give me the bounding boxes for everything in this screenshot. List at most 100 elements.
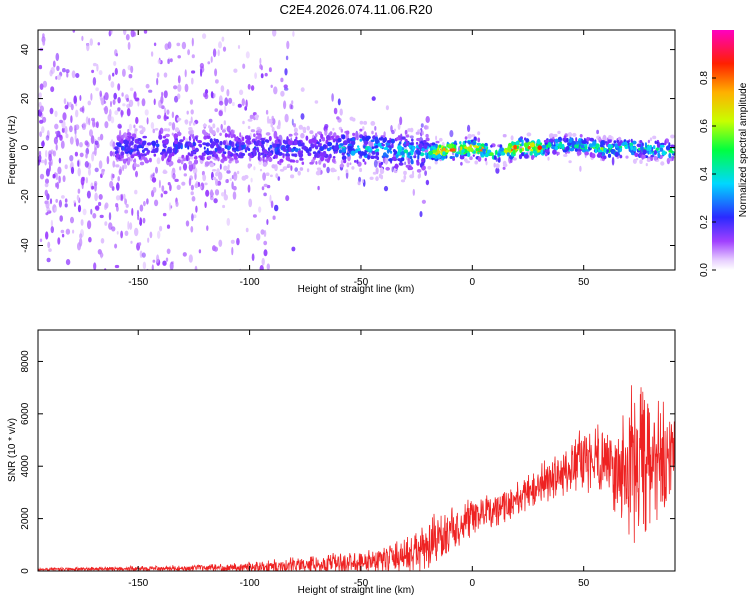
spectrogram-cell [410, 159, 414, 165]
spectrogram-cell [229, 3, 232, 9]
spectrogram-cell [153, 153, 157, 157]
spectrogram-cell [574, 144, 578, 149]
spectrogram-cell [81, 35, 84, 42]
spectrogram-cell [177, 84, 182, 92]
spectrogram-cell [142, 135, 147, 139]
spectrogram-cell [594, 148, 598, 154]
spectrogram-cell [339, 143, 344, 146]
spectrogram-cell [473, 144, 478, 148]
spectrogram-cell [133, 124, 136, 129]
spectrogram-cell [431, 153, 436, 159]
spectrogram-cell [265, 172, 270, 176]
spectrogram-cell [650, 154, 654, 158]
spectrogram-cell [205, 150, 211, 156]
spectrogram-cell [247, 83, 251, 90]
spectrogram-cell [218, 279, 220, 283]
spectrogram-cell [161, 185, 165, 192]
spectrogram-cell [554, 146, 558, 151]
spectrogram-cell [375, 148, 380, 152]
spectrogram-cell [176, 117, 182, 121]
spectrogram-cell [639, 159, 643, 164]
spectrogram-cell [256, 146, 259, 152]
spectrogram-cell [241, 136, 245, 141]
spectrogram-cell [253, 166, 256, 171]
spectrogram-cell [250, 85, 255, 91]
spectrogram-cell [418, 172, 421, 179]
spectrogram-cell [41, 126, 45, 134]
spectrogram-cell [207, 155, 212, 159]
spectrogram-cell [155, 139, 159, 144]
spectrogram-cell [374, 132, 378, 137]
spectrogram-cell [484, 145, 487, 149]
spectrogram-cell [164, 151, 168, 157]
snr-y-tick-label: 2000 [20, 507, 31, 530]
spectrogram-cell [174, 178, 179, 182]
spectrogram-cell [52, 173, 56, 179]
spectrogram-cell [582, 139, 587, 145]
spectrogram-cell [63, 98, 67, 105]
spectrogram-cell [349, 116, 354, 121]
spectrogram-cell [314, 100, 319, 104]
spectrogram-cell [308, 139, 313, 144]
spectrogram-cell [293, 127, 298, 133]
spectrogram-cell [407, 152, 411, 156]
spectrogram-cell [204, 182, 208, 186]
spectrogram-cell [576, 150, 582, 156]
spectrogram-cell [380, 136, 383, 140]
spectrogram-cell [63, 319, 67, 325]
spectrogram-cell [221, 148, 225, 152]
spectrogram-cell [418, 143, 423, 149]
spectrogram-cell [614, 151, 619, 157]
spectrogram-cell [247, 163, 251, 169]
spectrogram-cell [252, 149, 257, 154]
spectrogram-cell [278, 18, 282, 23]
spectrogram-cell [558, 139, 562, 143]
spectrogram-cell [403, 170, 407, 176]
spectrogram-cell [366, 135, 371, 140]
spectrogram-cell [130, 240, 133, 244]
spectrogram-cell [261, 0, 265, 3]
spectrogram-cell [475, 148, 481, 152]
spectrogram-cell [292, 30, 295, 37]
spectrogram-cell [116, 16, 118, 21]
spectrogram-cell [122, 146, 125, 151]
spectrogram-cell [596, 129, 599, 135]
spectrogram-cell [279, 158, 284, 163]
spectrogram-cell [282, 139, 286, 144]
spectrogram-cell [371, 146, 375, 150]
spectrogram-cell [385, 142, 391, 146]
spectrogram-cell [239, 17, 242, 23]
spectrogram-cell [283, 149, 288, 152]
spectrogram-cell [397, 158, 402, 162]
spectrogram-cell [181, 181, 186, 186]
spectrogram-cell [130, 140, 134, 146]
spectrogram-cell [263, 249, 268, 257]
spectrogram-cell [300, 87, 305, 92]
spectrogram-cell [117, 107, 121, 112]
spectrogram-cell [302, 142, 305, 147]
spectrogram-y-ticks: -40 -20 0 20 40 [20, 44, 675, 253]
spectrogram-cell [182, 136, 186, 141]
spectrogram-cell [482, 148, 487, 152]
spectrogram-cell [191, 37, 194, 47]
spectrogram-cell [421, 148, 426, 152]
spectrogram-cell [423, 144, 428, 150]
spectrogram-cell [163, 128, 168, 132]
spectrogram-cell [77, 204, 82, 213]
spectrogram-cell [112, 151, 116, 157]
spectrogram-cell [115, 164, 120, 168]
spectrogram-cell [110, 30, 113, 35]
spectrogram-cell [48, 248, 52, 253]
spectrogram-cell [259, 130, 262, 134]
spectrogram-cell [169, 184, 172, 192]
spectrogram-cell [554, 138, 559, 143]
spectrogram-cell [647, 139, 651, 144]
spectrogram-cell [271, 126, 275, 133]
spectrogram-cell [99, 214, 104, 219]
spectrogram-cell [294, 167, 299, 172]
spectrogram-cell [286, 165, 290, 168]
spectrogram-cell [302, 126, 307, 132]
spectrogram-cell [209, 163, 215, 168]
spectrogram-cell [206, 225, 209, 231]
